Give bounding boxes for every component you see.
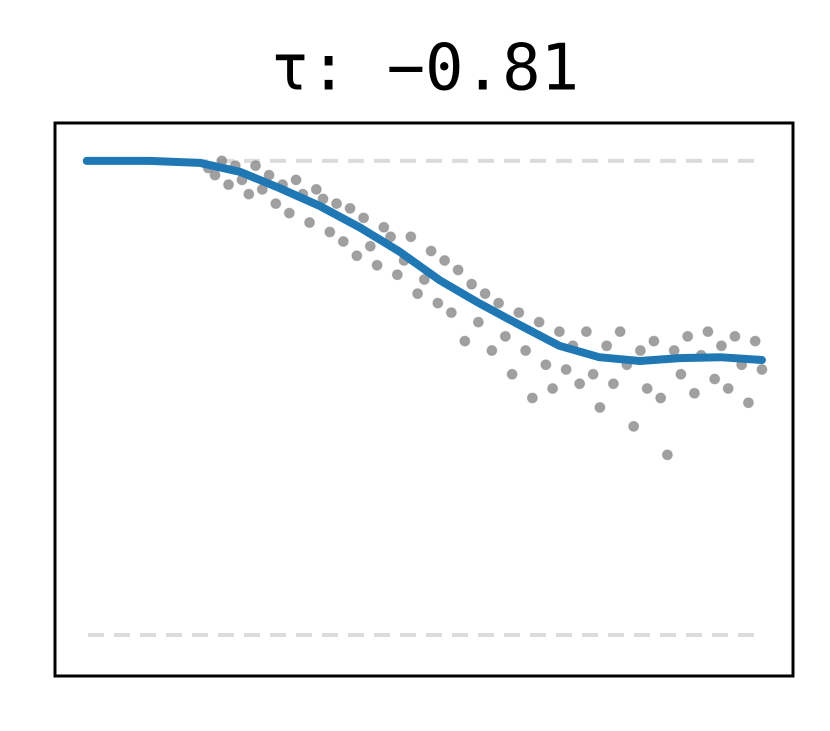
scatter-point — [547, 382, 559, 394]
scatter-point — [601, 340, 613, 352]
scatter-point — [344, 202, 356, 214]
scatter-point — [412, 288, 424, 300]
scatter-point — [715, 340, 727, 352]
scatter-point — [270, 198, 282, 210]
scatter-point — [432, 297, 444, 309]
scatter-point — [378, 221, 390, 233]
scatter-point — [439, 254, 451, 266]
scatter-point — [486, 345, 498, 357]
chart-title: τ: −0.81 — [271, 32, 579, 106]
scatter-point — [682, 330, 694, 342]
scatter-point — [513, 307, 525, 319]
fit-line — [82, 156, 766, 365]
scatter-point — [668, 345, 680, 357]
scatter-point — [533, 316, 545, 328]
scatter-point — [466, 278, 478, 290]
scatter-point — [580, 326, 592, 338]
scatter-point — [358, 212, 370, 224]
scatter-point — [655, 392, 667, 404]
scatter-point — [688, 387, 700, 399]
scatter-point — [675, 368, 687, 380]
scatter-point — [628, 420, 640, 432]
scatter-point — [243, 188, 255, 200]
scatter-point — [283, 207, 295, 219]
scatter-point — [587, 368, 599, 380]
scatter-point — [452, 264, 464, 276]
scatter-point — [540, 359, 552, 371]
scatter-point — [641, 382, 653, 394]
scatter-point — [560, 364, 572, 376]
scatter-point — [405, 231, 417, 243]
scatter-point — [290, 174, 302, 186]
scatter-point — [351, 250, 363, 262]
scatter-point — [209, 169, 221, 181]
scatter-point — [742, 397, 754, 409]
scatter-point — [445, 307, 457, 319]
scatter-point — [594, 401, 606, 413]
scatter-point — [364, 240, 376, 252]
scatter-point — [371, 259, 383, 271]
scatter-point — [459, 335, 471, 347]
scatter-point — [607, 378, 619, 390]
scatter-point — [472, 316, 484, 328]
scatter-point — [418, 273, 430, 285]
scatter-point — [648, 335, 660, 347]
scatter-point — [749, 335, 761, 347]
scatter-point — [506, 368, 518, 380]
scatter-point — [425, 245, 437, 257]
scatter-point — [729, 330, 741, 342]
scatter-point — [499, 330, 511, 342]
scatter-point — [493, 297, 505, 309]
scatter-point — [479, 288, 491, 300]
scatter-point — [526, 392, 538, 404]
scatter-point — [331, 198, 343, 210]
scatter-point — [756, 364, 768, 376]
scatter-point — [709, 373, 721, 385]
scatter-point — [702, 326, 714, 338]
scatter-point — [634, 345, 646, 357]
scatter-point — [574, 378, 586, 390]
scatter-point — [337, 236, 349, 248]
scatter-point — [223, 179, 235, 191]
scatter-point — [614, 326, 626, 338]
plot-frame — [53, 121, 795, 678]
scatter-point — [304, 217, 316, 229]
scatter-point — [310, 183, 322, 195]
scatter-point — [324, 226, 336, 238]
scatter-point — [661, 449, 673, 461]
scatter-point — [250, 160, 262, 172]
scatter-point — [391, 269, 403, 281]
scatter-point — [553, 326, 565, 338]
scatter-point — [722, 382, 734, 394]
scatter-point — [520, 345, 532, 357]
